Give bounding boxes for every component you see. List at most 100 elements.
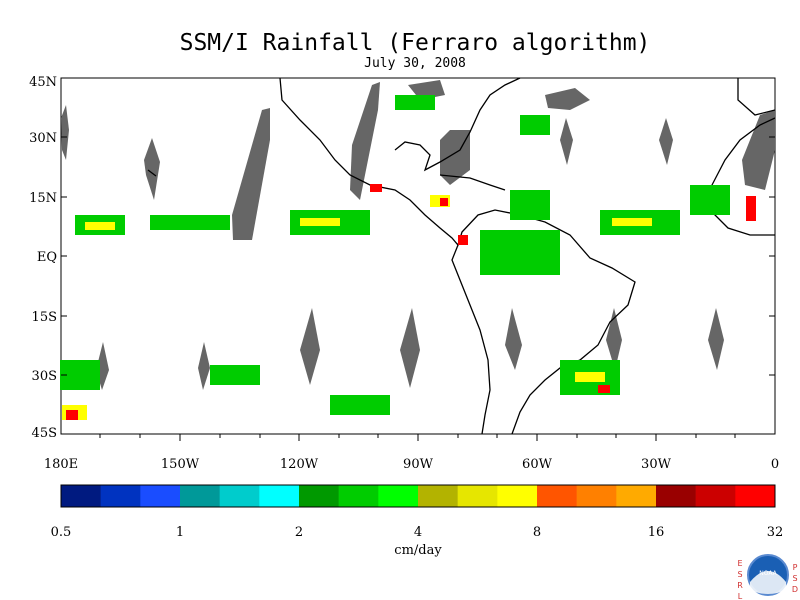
coastline-caribbean bbox=[439, 174, 506, 191]
map-date: July 30, 2008 bbox=[364, 56, 466, 71]
colorbar-segment bbox=[180, 485, 220, 507]
rain-patch bbox=[210, 365, 260, 385]
coverage-gaps bbox=[61, 80, 775, 390]
rain-patch bbox=[370, 184, 382, 192]
logo-letter: S bbox=[792, 574, 797, 583]
longitude-axis: 180E 150W 120W 90W 60W 30W 0 bbox=[44, 457, 779, 472]
colorbar-segment bbox=[537, 485, 577, 507]
lon-label: 60W bbox=[522, 457, 553, 472]
lat-label: 45S bbox=[32, 426, 57, 441]
rain-patch bbox=[510, 190, 550, 220]
colorbar-tick-label: 2 bbox=[295, 525, 303, 540]
colorbar-segment bbox=[735, 485, 776, 507]
gap-swath bbox=[440, 130, 470, 185]
lat-label: 30S bbox=[32, 369, 57, 384]
gap-swath bbox=[198, 342, 210, 390]
rain-patch bbox=[330, 395, 390, 415]
colorbar-unit: cm/day bbox=[394, 543, 442, 558]
colorbar-tick-label: 32 bbox=[767, 525, 784, 540]
colorbar-segment bbox=[338, 485, 379, 507]
map-panel bbox=[60, 77, 776, 435]
lat-label: 45N bbox=[29, 75, 57, 90]
lat-label: 15N bbox=[29, 191, 57, 206]
colorbar-segment bbox=[219, 485, 260, 507]
noaa-esrl-psd-logo: NOAA E S R L P S D bbox=[737, 554, 798, 600]
gap-swath bbox=[606, 308, 622, 370]
gap-swath bbox=[400, 308, 420, 388]
colorbar-tick-label: 4 bbox=[414, 525, 422, 540]
lon-label: 180E bbox=[44, 457, 78, 472]
gap-swath bbox=[300, 308, 320, 385]
colorbar-segment bbox=[418, 485, 458, 507]
map-title: SSM/I Rainfall (Ferraro algorithm) bbox=[179, 30, 651, 56]
lon-label: 120W bbox=[280, 457, 319, 472]
rain-patch bbox=[458, 235, 468, 245]
colorbar-segment bbox=[616, 485, 657, 507]
rain-patch bbox=[575, 372, 605, 382]
rain-patch bbox=[598, 385, 610, 393]
lat-ticks bbox=[61, 136, 775, 376]
gap-swath bbox=[560, 118, 573, 165]
colorbar-tick-label: 1 bbox=[176, 525, 184, 540]
colorbar-tick-label: 8 bbox=[533, 525, 541, 540]
colorbar-segment bbox=[576, 485, 617, 507]
colorbar-segment bbox=[497, 485, 538, 507]
colorbar-segment bbox=[378, 485, 419, 507]
gap-swath bbox=[708, 308, 724, 370]
colorbar-segment bbox=[61, 485, 101, 507]
lon-ticks bbox=[99, 434, 736, 441]
colorbar-tick-label: 0.5 bbox=[51, 525, 72, 540]
logo-letter: S bbox=[737, 570, 742, 579]
logo-letter: L bbox=[738, 592, 743, 600]
rain-patch bbox=[66, 410, 78, 420]
noaa-logo-text: NOAA bbox=[759, 570, 777, 577]
lon-label: 150W bbox=[161, 457, 200, 472]
gap-swath bbox=[61, 105, 69, 160]
logo-letter: P bbox=[793, 563, 798, 572]
rain-patch bbox=[150, 215, 230, 230]
colorbar-frame bbox=[60, 484, 776, 508]
rain-patch bbox=[690, 185, 730, 215]
colorbar-segment bbox=[656, 485, 696, 507]
gap-swath bbox=[144, 138, 160, 200]
rain-patch bbox=[300, 218, 340, 226]
lat-label: EQ bbox=[37, 250, 57, 265]
colorbar bbox=[60, 484, 776, 508]
gap-swath bbox=[505, 308, 522, 370]
colorbar-segment bbox=[100, 485, 141, 507]
lon-label: 90W bbox=[403, 457, 434, 472]
logo-letter: R bbox=[737, 581, 743, 590]
latitude-axis: 45N 30N 15N EQ 15S 30S 45S bbox=[29, 75, 57, 441]
gap-swath bbox=[659, 118, 673, 165]
gap-swath bbox=[742, 110, 775, 190]
colorbar-segment bbox=[259, 485, 300, 507]
rain-patch bbox=[520, 115, 550, 135]
colorbar-segment bbox=[695, 485, 736, 507]
logo-letter: E bbox=[737, 559, 742, 568]
colorbar-segment bbox=[140, 485, 181, 507]
coastline-south-america-west bbox=[451, 244, 491, 435]
rainfall-areas bbox=[60, 95, 756, 420]
lon-label: 30W bbox=[641, 457, 672, 472]
logo-letter: D bbox=[792, 585, 798, 594]
noaa-logo-wave bbox=[750, 571, 786, 594]
gap-swath bbox=[350, 82, 380, 200]
colorbar-segment bbox=[457, 485, 498, 507]
map-frame bbox=[60, 77, 776, 435]
rain-patch bbox=[612, 218, 652, 226]
rain-patch bbox=[85, 222, 115, 230]
coastline-gulf-mexico bbox=[394, 77, 521, 172]
lon-label: 0 bbox=[771, 457, 779, 472]
rain-patch bbox=[480, 230, 560, 275]
lat-label: 30N bbox=[29, 131, 57, 146]
rain-patch bbox=[440, 198, 448, 206]
colorbar-ticks: 0.5 1 2 4 8 16 32 cm/day bbox=[51, 525, 784, 558]
colorbar-segment bbox=[299, 485, 339, 507]
lat-label: 15S bbox=[32, 310, 57, 325]
coastline-iberia bbox=[737, 78, 776, 116]
gap-swath bbox=[545, 88, 590, 110]
gap-swath bbox=[232, 108, 270, 240]
rain-patch bbox=[746, 196, 756, 221]
coastline-hawaii bbox=[147, 169, 157, 177]
